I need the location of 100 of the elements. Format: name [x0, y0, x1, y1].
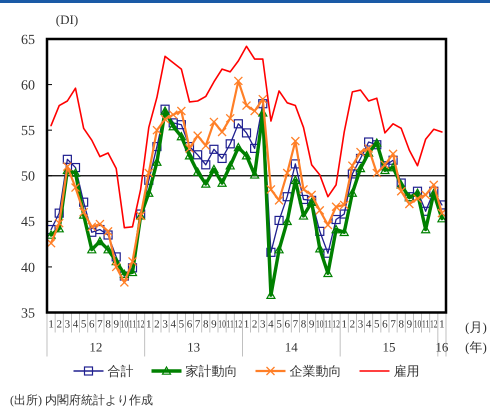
point: [112, 256, 121, 266]
text: 12: [89, 340, 102, 354]
point: [331, 224, 341, 234]
point: [70, 162, 80, 172]
x-tick-label: 4: [72, 318, 79, 330]
x-tick-label: 12: [136, 318, 148, 330]
point: [258, 108, 268, 117]
point: [420, 190, 430, 200]
x-tick-label: 3: [358, 318, 364, 330]
y-tick-label: 60: [21, 78, 35, 94]
x-tick-label: 4: [366, 318, 372, 330]
point: [152, 157, 162, 166]
point: [315, 206, 324, 216]
point: [176, 132, 186, 140]
point: [364, 137, 374, 147]
x-tick-label: 2: [154, 318, 160, 330]
x-tick-label: 1: [48, 318, 54, 330]
point: [168, 122, 178, 130]
x-tick-label: 8: [203, 318, 210, 330]
text: 13: [187, 340, 200, 354]
x-tick-label: 6: [284, 318, 290, 330]
x-tick-label: 6: [186, 318, 193, 330]
point: [356, 164, 366, 172]
x-tick-label: 8: [398, 318, 404, 330]
point: [87, 244, 96, 254]
legend-label: 雇用: [394, 364, 420, 379]
x-tick-label: 3: [162, 318, 168, 330]
point: [290, 136, 300, 146]
text: 15: [382, 340, 396, 354]
point: [144, 168, 154, 178]
x-tick-label: 6: [382, 318, 388, 330]
x-tick-label: 2: [252, 318, 258, 330]
point: [152, 126, 162, 135]
point: [95, 224, 105, 234]
point: [192, 130, 202, 140]
x-tick-label: 5: [276, 318, 282, 330]
point: [103, 230, 113, 240]
point: [258, 99, 268, 108]
point: [234, 142, 243, 152]
point: [331, 214, 341, 224]
x-tick-label: 3: [64, 318, 71, 330]
point: [128, 256, 138, 266]
y-tick-label: 50: [21, 170, 35, 185]
y-tick-label: 65: [21, 32, 35, 48]
point: [217, 154, 227, 164]
point: [348, 169, 357, 179]
x-tick-label: 7: [292, 318, 299, 330]
point: [184, 151, 194, 160]
point: [234, 76, 244, 86]
point: [340, 228, 349, 236]
x-tick-label: 9: [308, 318, 315, 330]
point: [70, 168, 80, 177]
point: [201, 179, 210, 188]
point: [95, 236, 105, 246]
point: [193, 168, 202, 176]
point: [160, 114, 170, 124]
point: [176, 106, 186, 116]
text: (出所) 内閣府統計より作成: [10, 393, 153, 407]
point: [274, 244, 284, 254]
point: [348, 161, 358, 170]
x-tick-label: 8: [105, 318, 112, 330]
point: [372, 168, 382, 178]
point: [306, 190, 316, 200]
x-tick-label: 5: [80, 318, 87, 330]
point: [209, 117, 219, 127]
point: [298, 184, 308, 194]
x-tick-label: 3: [260, 318, 266, 330]
point: [266, 184, 276, 194]
x-tick-label: 9: [211, 318, 218, 330]
point: [323, 220, 333, 230]
x-tick-label: 5: [178, 318, 185, 330]
point: [242, 128, 252, 138]
point: [54, 208, 64, 218]
y-axis-title: (DI): [56, 12, 78, 27]
x-tick-label: 12: [332, 318, 344, 330]
x-tick-label: 1: [439, 318, 445, 330]
point: [226, 114, 235, 123]
point: [356, 147, 366, 157]
point: [128, 268, 138, 276]
y-tick-label: 40: [21, 260, 35, 276]
point: [429, 180, 438, 190]
point: [209, 164, 219, 174]
point: [112, 262, 121, 272]
point: [193, 150, 202, 160]
x-tick-label: 1: [146, 318, 152, 330]
x-tick-label: 4: [268, 318, 274, 330]
point: [274, 196, 284, 206]
point: [62, 162, 72, 172]
point: [250, 106, 260, 116]
legend-label: 合計: [108, 364, 134, 379]
point: [217, 127, 227, 137]
point: [364, 144, 374, 154]
y-tick-label: 45: [21, 215, 35, 230]
point: [412, 194, 422, 204]
text: 14: [284, 340, 298, 354]
x-tick-label: 6: [89, 318, 96, 330]
x-tick-label: 7: [97, 318, 104, 330]
point: [242, 151, 252, 160]
x-tick-label: 9: [113, 318, 120, 330]
point: [120, 278, 130, 288]
